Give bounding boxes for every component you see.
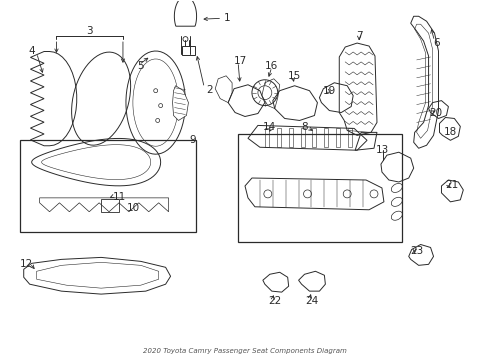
Text: 4: 4 (28, 46, 35, 56)
Text: 20: 20 (429, 108, 442, 117)
Text: 14: 14 (263, 122, 276, 132)
Text: 2: 2 (206, 85, 213, 95)
Text: 19: 19 (323, 86, 336, 96)
Polygon shape (172, 86, 189, 121)
Text: 22: 22 (268, 296, 281, 306)
Text: 1: 1 (224, 13, 230, 23)
Text: 17: 17 (233, 56, 246, 66)
Text: 13: 13 (376, 145, 390, 155)
Text: 24: 24 (305, 296, 318, 306)
Text: 18: 18 (444, 127, 457, 138)
Text: 3: 3 (86, 26, 93, 36)
Text: 5: 5 (138, 61, 144, 71)
Text: 8: 8 (301, 122, 308, 132)
Text: 6: 6 (433, 38, 440, 48)
Text: 12: 12 (20, 259, 33, 269)
Text: 16: 16 (265, 61, 278, 71)
Text: 15: 15 (288, 71, 301, 81)
Text: 2020 Toyota Camry Passenger Seat Components Diagram: 2020 Toyota Camry Passenger Seat Compone… (143, 347, 347, 354)
Text: 21: 21 (445, 180, 458, 190)
Text: 9: 9 (189, 135, 196, 145)
Text: 10: 10 (127, 203, 141, 213)
Text: 7: 7 (356, 31, 363, 41)
Text: 23: 23 (410, 247, 423, 256)
Text: 11: 11 (112, 192, 125, 202)
